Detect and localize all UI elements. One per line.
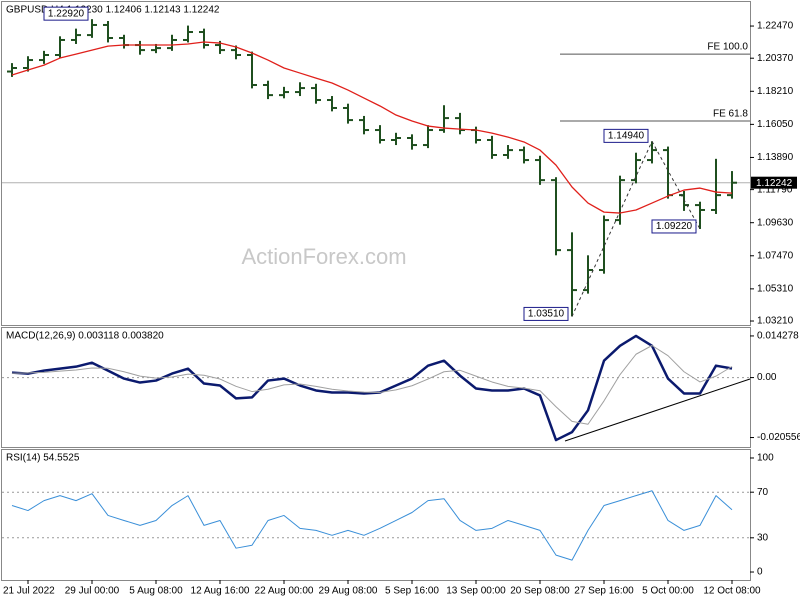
x-tick-label: 12 Aug 16:00 xyxy=(191,586,250,597)
x-tick-label: 5 Aug 08:00 xyxy=(129,586,183,597)
series-line xyxy=(11,490,733,561)
price-title: GBPUSD,H4 1.12230 1.12406 1.12143 1.1224… xyxy=(6,5,220,16)
y-tick-label: 1.07470 xyxy=(757,250,794,261)
y-tick-label: 0.014278 xyxy=(757,331,799,342)
x-tick-label: 20 Sep 08:00 xyxy=(510,586,570,597)
price-panel xyxy=(1,1,751,326)
x-tick-label: 27 Sep 16:00 xyxy=(574,586,634,597)
macd-panel xyxy=(1,327,751,448)
y-tick-label: 1.16050 xyxy=(757,119,794,130)
y-tick-label: 1.22470 xyxy=(757,21,794,32)
x-tick-label: 13 Sep 00:00 xyxy=(446,586,506,597)
annotation-box xyxy=(523,306,569,321)
y-tick-label: 1.03210 xyxy=(757,316,794,327)
annotation-label: 1.03510 xyxy=(528,309,565,320)
y-tick-label: 70 xyxy=(757,487,769,498)
x-tick-label: 5 Sep 16:00 xyxy=(385,586,439,597)
series-line xyxy=(11,41,733,214)
x-tick-label: 29 Aug 08:00 xyxy=(319,586,378,597)
annotation-label: 1.22920 xyxy=(48,8,85,19)
annotation-box xyxy=(603,128,649,143)
macd-title: MACD(12,26,9) 0.003118 0.003820 xyxy=(6,331,164,342)
annotation-box xyxy=(651,219,697,234)
watermark: ActionForex.com xyxy=(241,244,406,269)
trend-line xyxy=(564,378,751,442)
x-tick-label: 12 Oct 08:00 xyxy=(703,586,761,597)
last-price-label: 1.12242 xyxy=(756,178,793,189)
y-tick-label: 1.18210 xyxy=(757,86,794,97)
y-tick-label: 30 xyxy=(757,532,769,543)
series-line xyxy=(11,345,733,425)
x-tick-label: 22 Aug 00:00 xyxy=(255,586,314,597)
fib-label: FE 100.0 xyxy=(707,42,748,53)
y-tick-label: 1.11790 xyxy=(757,184,793,195)
rsi-panel xyxy=(1,449,751,581)
annotation-box xyxy=(43,6,89,21)
y-tick-label: 0 xyxy=(757,567,763,578)
swing-line xyxy=(571,141,653,317)
y-tick-label: 0.00 xyxy=(757,372,777,383)
annotation-label: 1.09220 xyxy=(656,221,693,232)
annotation-label: 1.14940 xyxy=(608,131,645,142)
y-tick-label: 1.20370 xyxy=(757,53,794,64)
x-tick-label: 29 Jul 00:00 xyxy=(65,586,120,597)
y-tick-label: 1.09630 xyxy=(757,217,794,228)
y-tick-label: 1.05310 xyxy=(757,283,794,294)
rsi-title: RSI(14) 54.5525 xyxy=(6,453,80,464)
x-tick-label: 5 Oct 00:00 xyxy=(642,586,694,597)
swing-line xyxy=(651,141,701,230)
fib-label: FE 61.8 xyxy=(713,109,748,120)
x-tick-label: 21 Jul 2022 xyxy=(3,586,55,597)
y-tick-label: -0.020556 xyxy=(757,432,800,443)
last-price-tag xyxy=(751,176,797,189)
y-tick-label: 100 xyxy=(757,453,774,464)
series-line xyxy=(11,334,733,442)
y-tick-label: 1.13890 xyxy=(757,152,794,163)
